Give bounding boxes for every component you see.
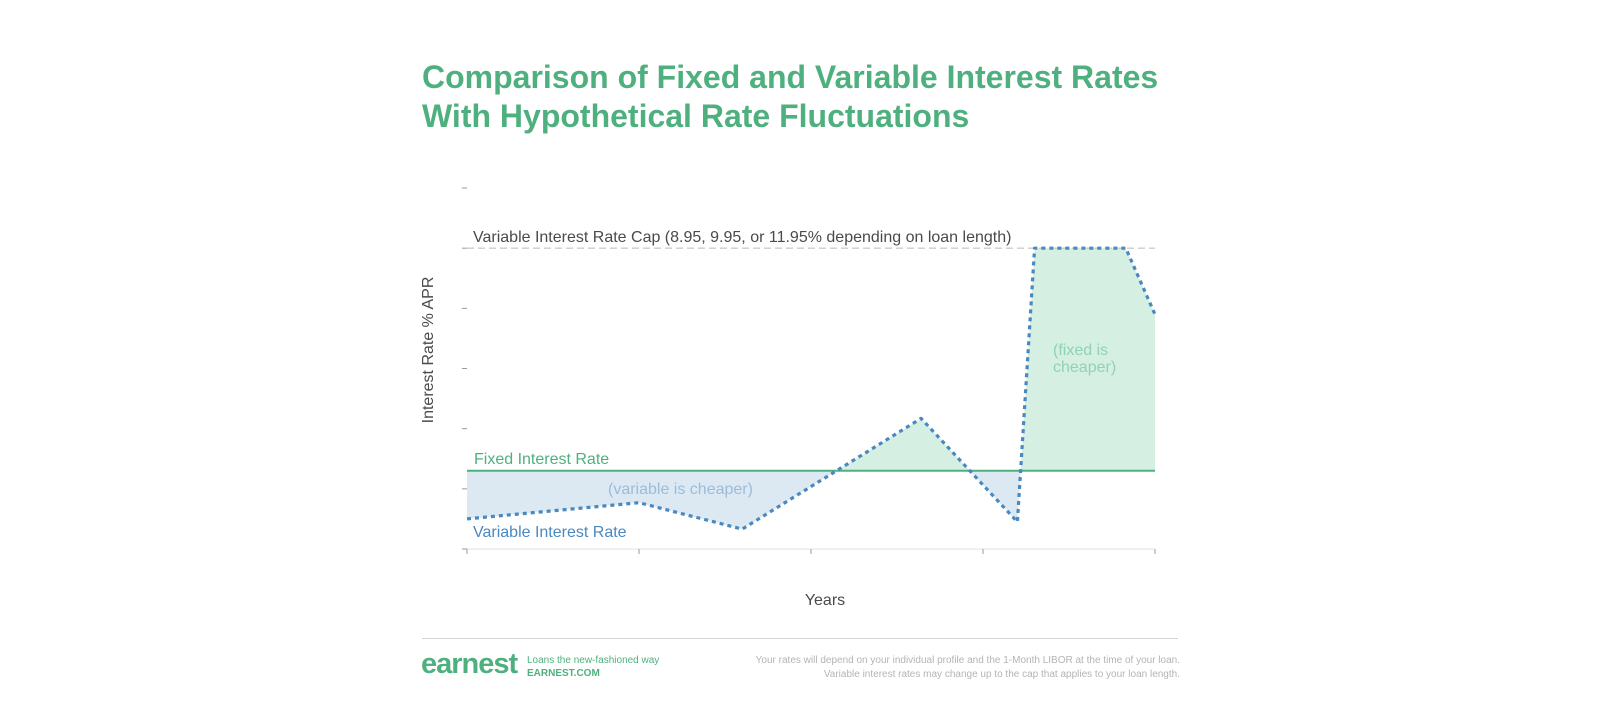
fixed-cheaper-area-3 <box>1020 248 1155 471</box>
variable-rate-label: Variable Interest Rate <box>473 524 627 541</box>
footer-divider <box>422 638 1178 639</box>
fixed-rate-label: Fixed Interest Rate <box>474 451 609 468</box>
variable-rate-line <box>466 246 1157 531</box>
footer-tagline: Loans the new-fashioned way <box>527 655 660 666</box>
x-axis-label: Years <box>805 592 845 609</box>
cap-label: Variable Interest Rate Cap (8.95, 9.95, … <box>473 229 1011 246</box>
footer-disclaimer-line-1: Your rates will depend on your individua… <box>755 655 1180 666</box>
chart-title: Comparison of Fixed and Variable Interes… <box>422 58 1222 136</box>
footer-disclaimer: Your rates will depend on your individua… <box>756 654 1180 682</box>
fixed-cheaper-label-line-1: (fixed is <box>1053 342 1108 359</box>
footer-disclaimer-line-2: Variable interest rates may change up to… <box>823 669 1180 680</box>
variable-cheaper-label: (variable is cheaper) <box>608 481 753 498</box>
y-axis-label: Interest Rate % APR <box>420 277 437 424</box>
variable-cheaper-area-2 <box>969 470 1021 522</box>
fixed-cheaper-label-line-2: cheaper) <box>1053 359 1116 376</box>
chart-title-line-2: With Hypothetical Rate Fluctuations <box>422 98 970 134</box>
fixed-cheaper-area-1 <box>836 418 970 471</box>
variable-cheaper-area-0 <box>467 470 837 530</box>
footer-site-link[interactable]: EARNEST.COM <box>527 668 600 679</box>
earnest-logo: earnest <box>421 648 518 680</box>
chart-title-line-1: Comparison of Fixed and Variable Interes… <box>422 59 1159 95</box>
